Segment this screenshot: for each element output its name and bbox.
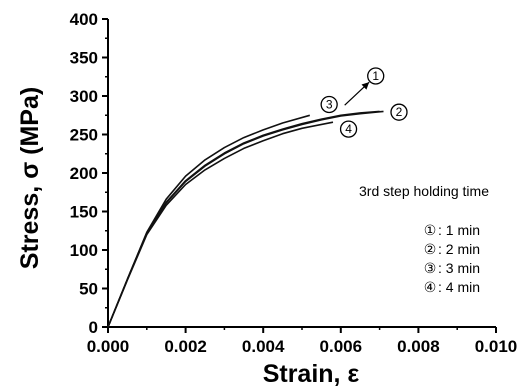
y-tick-label: 150 [70,203,98,222]
legend-label-3: : 3 min [438,260,480,276]
callout-circle-1 [367,67,385,85]
legend-label-4: : 4 min [438,279,480,295]
callout-number-3: 3 [326,97,333,111]
x-tick-label: 0.008 [397,337,440,356]
y-tick-label: 300 [70,87,98,106]
y-tick-label: 50 [79,280,98,299]
callout-circle-2 [390,103,408,121]
x-axis-title: Strain, ε [263,360,360,388]
callouts: 1 2 34 [320,67,408,138]
x-tick-label: 0.000 [87,337,130,356]
y-tick-label: 400 [70,10,98,29]
legend-marker-4: ④ [424,279,437,295]
legend-marker-3: ③ [424,260,437,276]
y-tick-label: 0 [89,318,98,337]
y-tick-label: 200 [70,164,98,183]
legend-label-2: : 2 min [438,241,480,257]
y-tick-label: 100 [70,241,98,260]
legend-title: 3rd step holding time [359,183,489,199]
callout-circle-4 [339,120,358,138]
callout-arrow [344,81,370,106]
legend-marker-1: ① [424,222,437,238]
y-tick-label: 250 [70,126,98,145]
callout-number-4: 4 [345,122,352,136]
x-tick-label: 0.002 [164,337,207,356]
x-tick-label: 0.006 [320,337,363,356]
x-tick-label: 0.010 [475,337,518,356]
callout-number-2: 2 [396,105,403,119]
series-group [107,110,384,328]
y-tick-label: 350 [70,49,98,68]
x-tick-label: 0.004 [242,337,285,356]
legend-label-1: : 1 min [438,222,480,238]
callout-circle-3 [320,95,338,114]
ticks: 0 50 100 150 200 250 300 350 400 0.000 0.002 0.004 0… [70,10,518,356]
y-axis-title: Stress, σ (MPa) [16,87,44,269]
legend-marker-2: ② [424,241,437,257]
series-line-2 [107,110,384,328]
series-line-4 [107,121,334,328]
series-line-3 [107,114,311,328]
callout-number-1: 1 [372,69,379,83]
